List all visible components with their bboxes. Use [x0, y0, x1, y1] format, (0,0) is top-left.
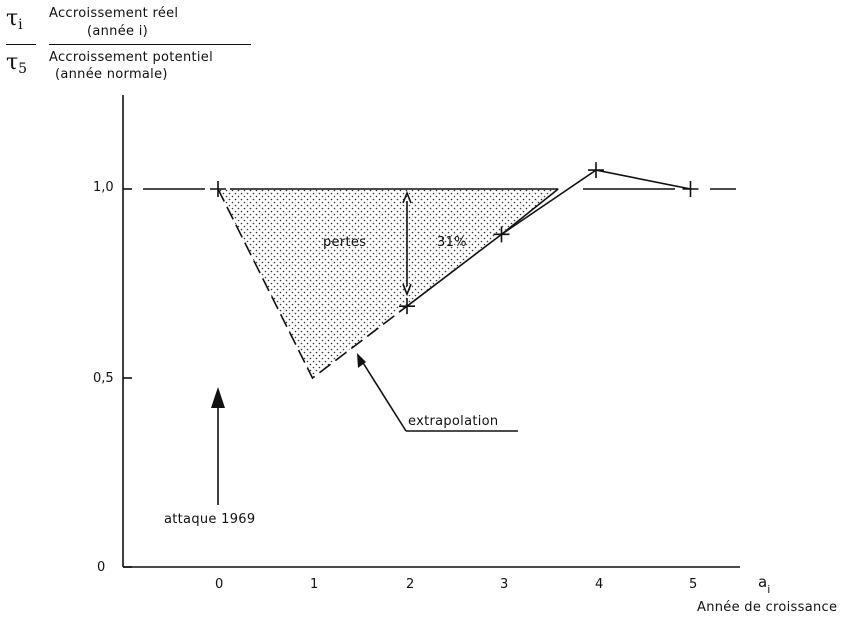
data-point-marker-3 — [588, 162, 604, 179]
y-tick-label-05: 0,5 — [93, 371, 114, 386]
losses-label: pertes — [323, 235, 367, 250]
tau-5-letter: τ — [6, 50, 19, 75]
tau-i-symbol: τi — [6, 6, 23, 33]
tau-i-subscript: i — [18, 17, 23, 33]
ratio-fraction-bar — [49, 44, 251, 45]
attack-label: attaque 1969 — [164, 512, 256, 527]
x-tick-label-1: 1 — [310, 577, 319, 592]
data-point-marker-1 — [399, 298, 415, 315]
x-symbol-letter: a — [758, 573, 768, 591]
denominator-line-2: (année normale) — [55, 67, 168, 82]
tau-i-letter: τ — [6, 6, 19, 31]
denominator-line-1: Accroissement potentiel — [49, 50, 214, 65]
tau-5-subscript: 5 — [18, 61, 28, 77]
series-0-line — [217, 188, 408, 380]
x-symbol-subscript: i — [767, 583, 771, 596]
losses-shaded-area — [218, 189, 559, 378]
x-tick-label-3: 3 — [500, 577, 509, 592]
extrapolation-arrowhead — [357, 353, 366, 368]
loss-arrow-head-top — [402, 190, 412, 204]
x-axis-symbol: ai — [758, 573, 770, 596]
y-tick-label-1: 1,0 — [93, 180, 114, 195]
data-point-marker-2 — [493, 226, 510, 243]
extrapolation-label: extrapolation — [408, 414, 499, 429]
data-point-marker-4 — [682, 181, 699, 197]
y-tick-label-0: 0 — [97, 560, 106, 575]
attack-arrowhead — [211, 387, 225, 408]
x-tick-label-4: 4 — [595, 577, 604, 592]
extrapolation-leader-line — [359, 357, 407, 432]
x-tick-label-0: 0 — [215, 577, 224, 592]
loss-percent-label: 31% — [437, 235, 467, 250]
tau-fraction-bar — [6, 44, 36, 45]
numerator-line-1: Accroissement réel — [49, 6, 179, 21]
x-axis-label: Année de croissance — [697, 600, 838, 615]
x-tick-label-2: 2 — [406, 577, 415, 592]
series-1-line — [406, 169, 691, 307]
tau-5-symbol: τ5 — [6, 50, 27, 77]
numerator-line-2: (année i) — [87, 24, 149, 39]
x-tick-label-5: 5 — [689, 577, 698, 592]
loss-arrow-head-bottom — [402, 283, 412, 297]
data-point-marker-0 — [210, 181, 226, 197]
shaded-edge-line — [501, 188, 559, 235]
